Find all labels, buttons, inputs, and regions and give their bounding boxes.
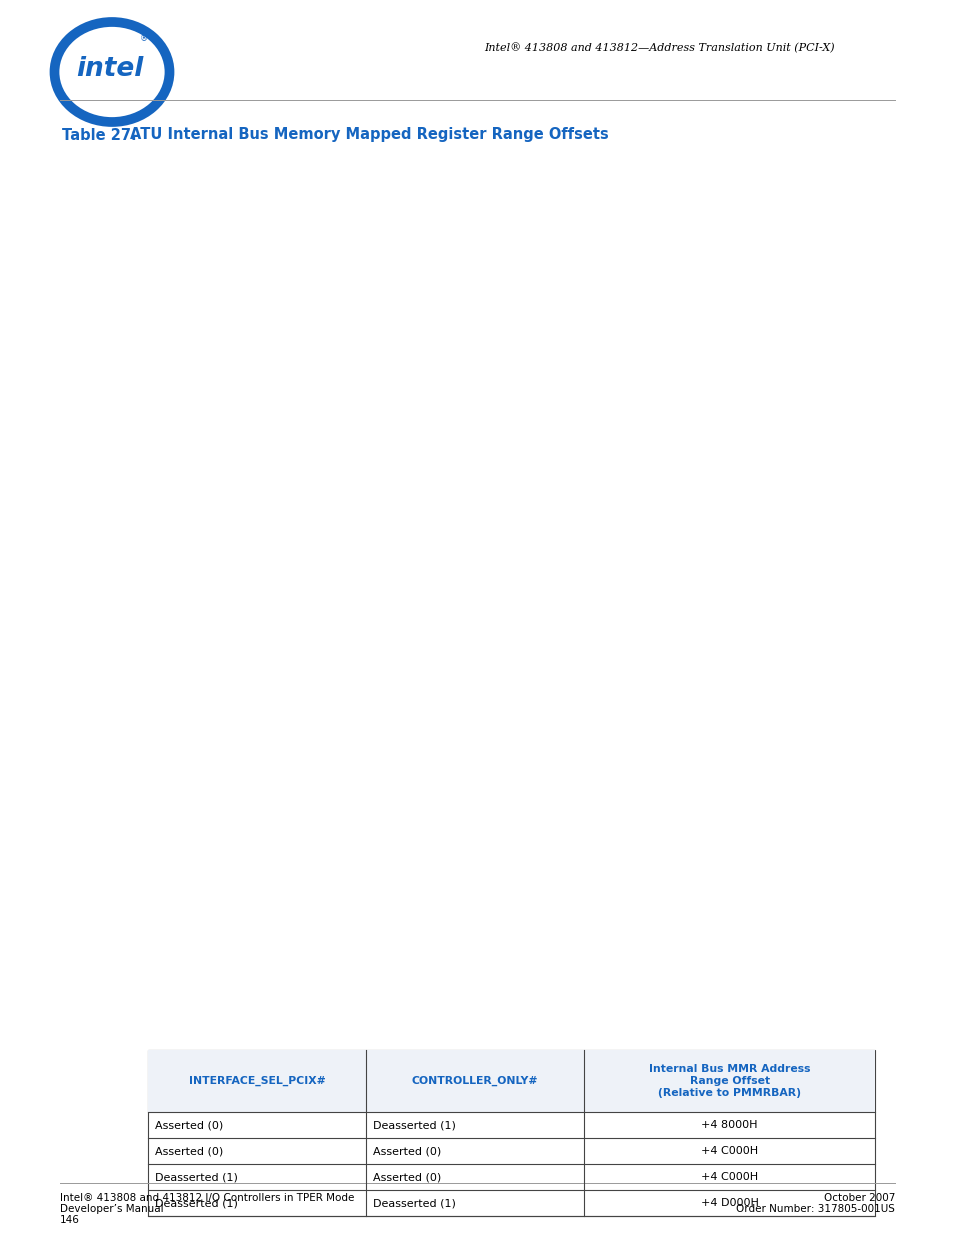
Text: +4 8000H: +4 8000H	[700, 1120, 757, 1130]
Text: Asserted (0): Asserted (0)	[154, 1146, 223, 1156]
Ellipse shape	[54, 22, 170, 122]
Bar	[148, 1050, 874, 1112]
Text: Deasserted (1): Deasserted (1)	[154, 1172, 237, 1182]
Text: 146: 146	[60, 1215, 80, 1225]
Text: Deasserted (1): Deasserted (1)	[373, 1120, 456, 1130]
Text: Intel® 413808 and 413812—Address Translation Unit (PCI-X): Intel® 413808 and 413812—Address Transla…	[484, 43, 834, 53]
Text: Deasserted (1): Deasserted (1)	[154, 1198, 237, 1208]
Text: ®: ®	[140, 35, 148, 43]
Text: Deasserted (1): Deasserted (1)	[373, 1198, 456, 1208]
Text: ATU Internal Bus Memory Mapped Register Range Offsets: ATU Internal Bus Memory Mapped Register …	[130, 127, 608, 142]
Bar	[148, 1050, 874, 1216]
Text: Developer’s Manual: Developer’s Manual	[60, 1204, 164, 1214]
Text: +4 C000H: +4 C000H	[700, 1172, 758, 1182]
Text: Asserted (0): Asserted (0)	[373, 1172, 441, 1182]
Ellipse shape	[71, 37, 152, 107]
Text: Internal Bus MMR Address
Range Offset
(Relative to PMMRBAR): Internal Bus MMR Address Range Offset (R…	[648, 1065, 809, 1098]
Text: +4 D000H: +4 D000H	[700, 1198, 758, 1208]
Text: INTERFACE_SEL_PCIX#: INTERFACE_SEL_PCIX#	[189, 1076, 325, 1086]
Text: October 2007: October 2007	[822, 1193, 894, 1203]
Text: +4 C000H: +4 C000H	[700, 1146, 758, 1156]
Text: Asserted (0): Asserted (0)	[154, 1120, 223, 1130]
Text: intel: intel	[76, 56, 144, 82]
Text: CONTROLLER_ONLY#: CONTROLLER_ONLY#	[412, 1076, 537, 1086]
Text: Order Number: 317805-001US: Order Number: 317805-001US	[736, 1204, 894, 1214]
Text: Asserted (0): Asserted (0)	[373, 1146, 441, 1156]
Text: Intel® 413808 and 413812 I/O Controllers in TPER Mode: Intel® 413808 and 413812 I/O Controllers…	[60, 1193, 354, 1203]
Text: Table 27.: Table 27.	[62, 127, 136, 142]
